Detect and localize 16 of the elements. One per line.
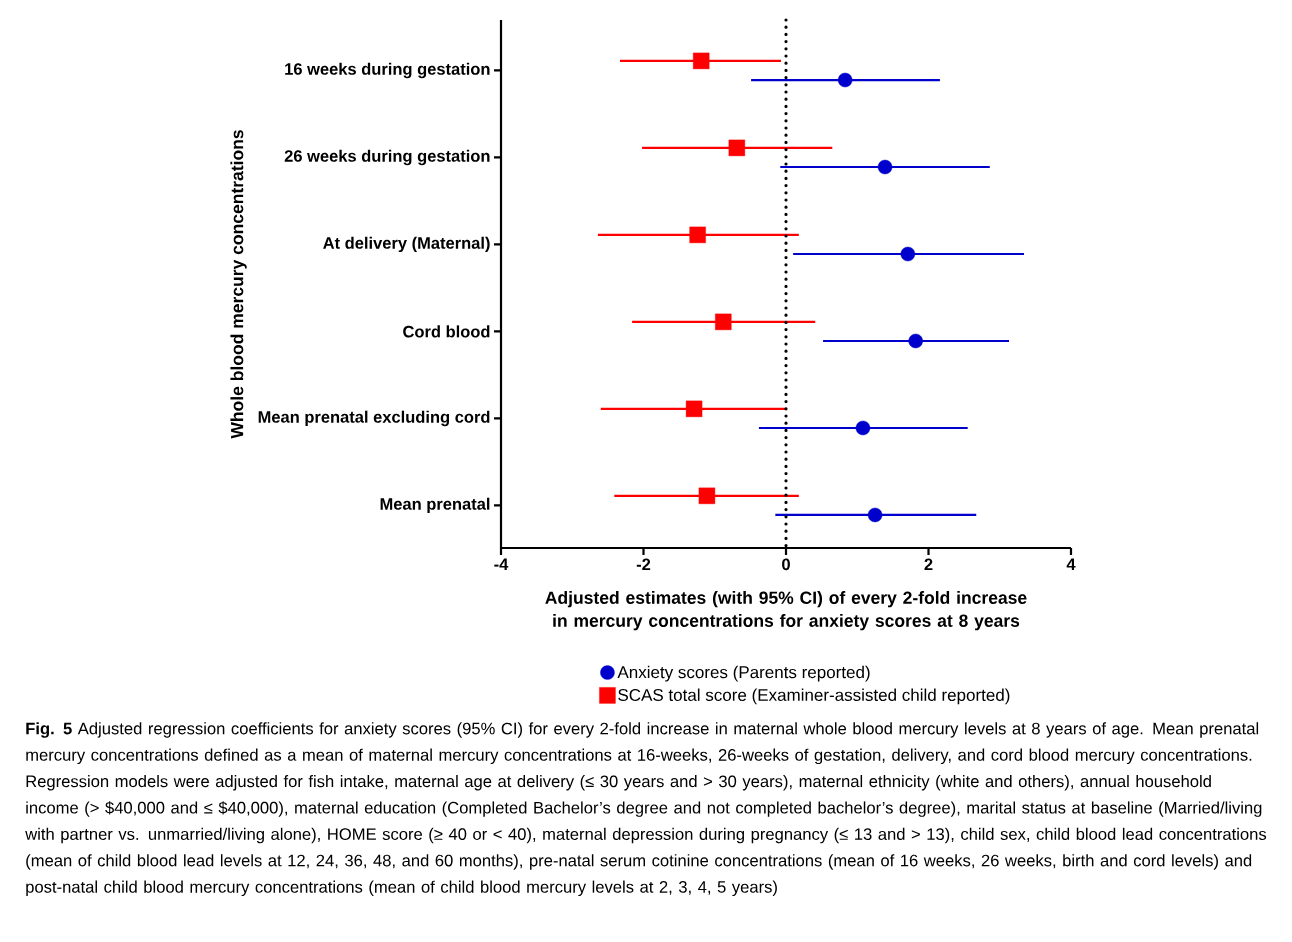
x-axis-title: Adjusted estimates (with 95% CI) of every 2-fold increase in mercury concentrations for anxiety scores at 8 years [545, 591, 1027, 631]
x-tick-label: -2 [636, 558, 651, 571]
y-tick-label: At delivery (Maternal) [323, 236, 490, 253]
y-tick-label: 16 weeks during gestation [285, 62, 490, 79]
text: Fig. 5 Adjusted regression coefficients for anxiety scores (95% CI) for every 2-fold increase in maternal whole blood mercury levels at 8 years of age. Mean prenatal mercury concentrations defined as a mean of maternal mercury concentrations at 16-weeks, 26-weeks of gestation, delivery, and cord blood mercury concentrations. Regression models were adjusted for fish intake, maternal age at delivery (≤ 30 years and > 30 years), maternal ethnicity (white and others), annual household income (> $40,000 and ≤ $40,000), maternal education (Completed Bachelor’s degree and not completed bachelor’s degree), marital status at baseline (Married/living with partner vs. unmarried/living alone), HOME score (≥ 40 or < 40), maternal depression during pregnancy (≤ 13 and > 13), child sex, child blood lead concentrations (mean of child blood lead levels at 12, 24, 36, 48, and 60 months), pre-natal serum cotinine concentrations (mean of 16 weeks, 26 weeks, birth and cord levels) and post-natal child blood mercury concentrations (mean of child blood mercury levels at 2, 3, 4, 5 years) [25, 722, 1267, 897]
legend-label: SCAS total score (Examiner-assisted child reported) [618, 688, 1010, 705]
y-tick-label: 26 weeks during gestation [284, 149, 490, 166]
x-tick-label: 2 [924, 558, 933, 571]
y-tick-label: Cord blood [403, 325, 490, 338]
y-axis-title: Whole blood mercury concentrations [230, 130, 247, 439]
x-tick-label: -4 [494, 558, 509, 570]
y-tick-label: Mean prenatal [380, 497, 490, 514]
y-tick-label: Mean prenatal excluding cord [258, 410, 490, 427]
x-tick-label: 0 [782, 558, 790, 571]
legend-label: Anxiety scores (Parents reported) [617, 665, 870, 682]
x-tick-label: 4 [1066, 558, 1076, 570]
